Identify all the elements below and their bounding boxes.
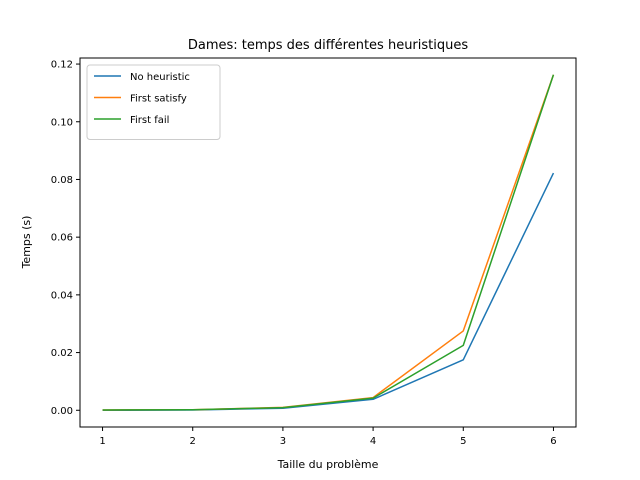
series-line-2 [102, 74, 555, 411]
y-axis-label: Temps (s) [20, 216, 33, 270]
y-tick-label: 0.02 [51, 348, 73, 359]
y-tick-label: 0.08 [51, 175, 73, 186]
legend: No heuristic First satisfy First fail [86, 64, 221, 140]
legend-label: First satisfy [130, 94, 187, 105]
legend-box [86, 64, 221, 140]
chart-title: Dames: temps des différentes heuristique… [188, 38, 469, 53]
x-tick-label: 4 [370, 436, 376, 447]
y-axis: 0.00 0.02 0.04 0.06 0.08 0.10 0.12 [51, 60, 80, 417]
y-tick-label: 0.10 [51, 117, 73, 128]
series-layer [102, 74, 555, 412]
x-tick-label: 2 [190, 436, 196, 447]
y-tick-label: 0.12 [51, 60, 73, 71]
x-axis: 1 2 3 4 5 6 [99, 427, 557, 447]
axes-frame [79, 57, 577, 428]
x-tick-label: 5 [460, 436, 466, 447]
x-tick-label: 6 [550, 436, 556, 447]
legend-label: First fail [130, 115, 169, 126]
y-tick-label: 0.06 [51, 233, 73, 244]
x-tick-label: 3 [280, 436, 286, 447]
legend-label: No heuristic [130, 72, 190, 83]
x-axis-label: Taille du problème [277, 458, 379, 471]
x-tick-label: 1 [99, 436, 105, 447]
y-tick-label: 0.00 [51, 406, 73, 417]
y-tick-label: 0.04 [51, 290, 73, 301]
